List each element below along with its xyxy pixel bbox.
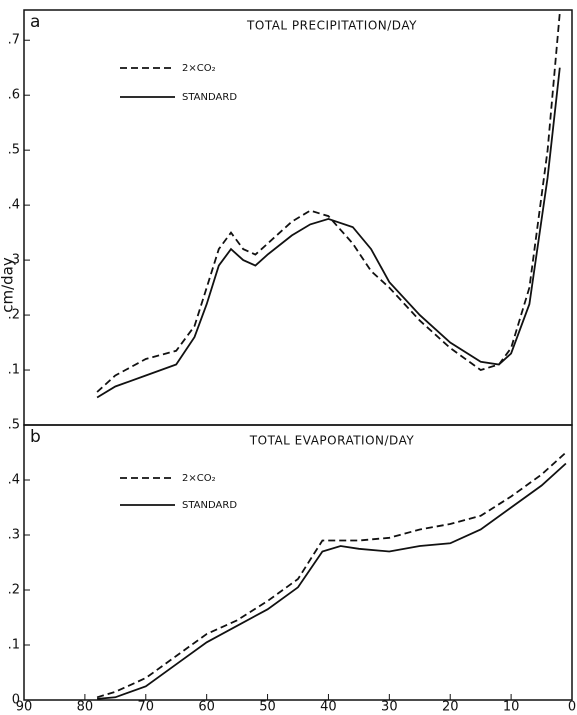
x-tick-label: 30 (381, 700, 398, 715)
y-tick-label: .1 (8, 638, 20, 653)
x-tick-label: 90 (16, 700, 33, 715)
chart-title: TOTAL EVAPORATION/DAY (249, 434, 415, 448)
legend-label: STANDARD (182, 92, 237, 103)
series-line (96, 12, 561, 393)
x-tick-label: 80 (77, 700, 94, 715)
x-tick-label: 0 (568, 700, 576, 715)
series-line (96, 67, 561, 399)
y-tick-label: .5 (8, 143, 20, 158)
y-tick-label: .2 (8, 308, 20, 323)
y-tick-label: 0 (12, 693, 20, 708)
x-tick-label: 40 (320, 700, 337, 715)
y-tick-label: .1 (8, 363, 20, 378)
panel-label: a (30, 12, 40, 32)
legend-label: STANDARD (182, 500, 237, 511)
legend-label: 2×CO₂ (182, 63, 216, 74)
chart-title: TOTAL PRECIPITATION/DAY (246, 19, 417, 33)
y-tick-label: .7 (8, 33, 20, 48)
series-line (96, 451, 567, 699)
panel-b-frame (23, 424, 573, 701)
x-tick-label: 70 (138, 700, 155, 715)
y-tick-label: .2 (8, 583, 20, 598)
y-tick-label: .4 (8, 473, 20, 488)
y-axis-label: cm/day (0, 257, 17, 313)
series-line (97, 462, 567, 700)
y-tick-label: .4 (8, 198, 20, 213)
legend-label: 2×CO₂ (182, 473, 216, 484)
y-tick-label: .3 (8, 253, 20, 268)
x-tick-label: 50 (259, 700, 276, 715)
y-tick-label: .5 (8, 418, 20, 433)
x-tick-label: 10 (503, 700, 520, 715)
y-tick-label: .3 (8, 528, 20, 543)
y-tick-label: .6 (8, 88, 20, 103)
panel-label: b (30, 427, 41, 447)
x-tick-label: 20 (442, 700, 459, 715)
x-tick-label: 60 (198, 700, 215, 715)
